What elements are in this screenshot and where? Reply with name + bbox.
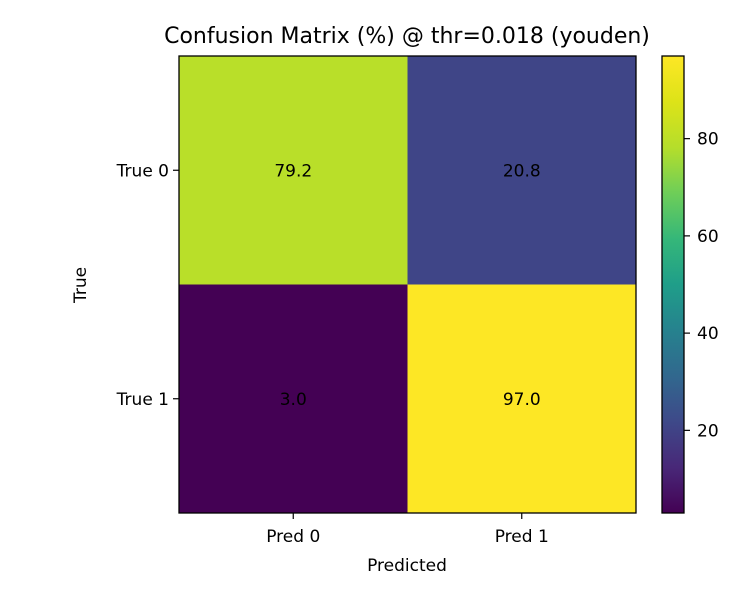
x-axis-ticks: Pred 0 Pred 1 xyxy=(266,513,549,547)
heatmap-cells xyxy=(179,56,636,513)
colorbar xyxy=(661,55,685,514)
heatmap-cell-r1-c1 xyxy=(407,284,636,513)
y-axis-ticks: True 0 True 1 xyxy=(116,161,179,410)
y-axis-label: True xyxy=(71,267,91,304)
cell-value-label-r1-c1: 97.0 xyxy=(503,390,541,410)
colorbar-ticks: 20 40 60 80 xyxy=(684,130,719,441)
colorbar-tick-label: 80 xyxy=(697,130,719,150)
cell-value-label-r1-c0: 3.0 xyxy=(280,390,307,410)
heatmap-cell-r0-c1 xyxy=(407,56,636,285)
heatmap-cell-r1-c0 xyxy=(179,284,408,513)
y-tick-label: True 1 xyxy=(116,390,169,410)
x-tick-label: Pred 0 xyxy=(266,527,320,547)
x-axis-label: Predicted xyxy=(367,556,447,576)
plot-frame xyxy=(178,55,637,514)
colorbar-tick-label: 60 xyxy=(697,227,719,247)
x-tick-label: Pred 1 xyxy=(495,527,549,547)
cell-value-label-r0-c1: 20.8 xyxy=(503,161,541,181)
colorbar-tick-label: 40 xyxy=(697,324,719,344)
heatmap-value-labels: 79.2 20.8 3.0 97.0 xyxy=(274,161,540,410)
cell-value-label-r0-c0: 79.2 xyxy=(274,161,312,181)
heatmap-cell-r0-c0 xyxy=(179,56,408,285)
colorbar-tick-label: 20 xyxy=(697,421,719,441)
y-tick-label: True 0 xyxy=(116,161,169,181)
chart-title: Confusion Matrix (%) @ thr=0.018 (youden… xyxy=(164,24,650,49)
